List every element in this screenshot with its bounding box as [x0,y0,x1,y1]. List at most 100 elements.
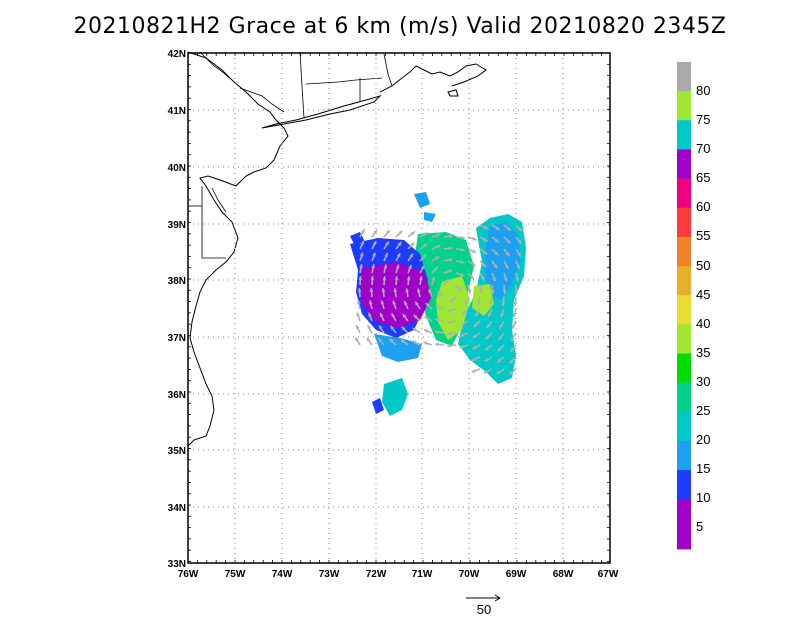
wind-vector-head [383,264,388,269]
wind-vector-head [484,369,489,374]
wind-vector-head [436,233,441,238]
lat-label: 36N [168,390,186,401]
wind-vector-head [457,287,462,292]
reference-vector-label: 50 [477,602,491,617]
wind-vector-head [513,302,518,306]
wind-vector-head [418,276,423,281]
colorbar-swatch [677,440,691,471]
lon-label: 68W [553,569,574,580]
wind-vector-head [368,300,373,305]
wind-vector-head [412,327,417,332]
wind-vector-head [493,264,498,269]
wind-vector-head [470,275,474,280]
lon-label: 75W [225,569,246,580]
wind-vector-head [358,276,363,280]
reference-vector: 50 [466,594,501,617]
wind-vector-head [506,226,511,231]
wind-vector-head [359,264,363,269]
wind-vector-head [400,339,405,344]
wind-vector-head [517,239,522,244]
wind-vector-head [361,229,365,234]
wind-vector-head [423,329,428,333]
wind-vector-head [382,276,387,280]
lat-label: 38N [168,276,186,287]
wind-vector-head [497,347,502,352]
wind-vector-head [408,264,412,269]
wind-vector-head [447,308,452,313]
wind-vector-head [435,305,440,310]
radar-echo [374,334,422,362]
wind-vector-head [435,330,440,335]
wind-vector-head [497,358,502,363]
lon-label: 73W [319,569,340,580]
wind-vector-head [424,316,429,321]
colorbar-swatch [677,120,691,150]
radar-echo [414,192,430,208]
wind-vector-head [500,313,505,318]
coastline [187,51,487,447]
lon-label: 76W [178,569,199,580]
wind-vector-head [431,276,436,281]
wind-vector-head [447,320,452,324]
wind-vector-head [368,312,372,317]
wind-vector-head [447,343,451,348]
wind-vector-head [391,313,396,318]
colorbar-label: 55 [696,228,710,243]
wind-vector-head [515,277,520,282]
wind-vector-head [483,250,488,255]
wind-vector-head [484,346,489,351]
longitude-labels: 76W 75W 74W 73W 72W 71W 70W 69W 68W 67W [178,569,619,580]
wind-vector-head [484,358,489,362]
wind-vector-head [467,289,472,294]
wind-vector-head [472,249,477,253]
wind-vector-head [372,252,376,257]
wind-vector-head [402,313,407,318]
wind-vector-head [370,276,375,280]
wind-vector-head [373,229,378,234]
wind-vector-head [385,230,390,235]
colorbar-label: 15 [696,461,710,476]
wind-vector-head [406,276,411,280]
radar-wind-field [350,192,526,416]
colorbar-label: 25 [696,403,710,418]
state-borders [188,51,393,259]
wind-vector-head [502,290,507,294]
wind-vector-head [471,262,476,266]
colorbar-label: 20 [696,432,710,447]
wind-vector-head [434,266,438,271]
lon-label: 72W [366,569,387,580]
wind-vector-head [428,289,432,293]
radar-echo [424,212,436,222]
wind-vector-head [472,334,477,339]
wind-vector-head [485,335,490,340]
wind-vector-head [464,301,468,305]
colorbar-label: 45 [696,287,710,302]
colorbar-label: 10 [696,490,710,505]
colorbar-label: 65 [696,170,710,185]
arrowhead-icon [494,594,501,602]
wind-vector-head [435,318,440,322]
wind-vector-head [471,369,476,373]
wind-vector-head [460,247,465,252]
wind-vector-head [484,225,489,229]
colorbar-label: 50 [696,258,710,273]
wind-vector-head [475,312,479,317]
wind-vector-head [448,258,453,262]
wind-vector-head [509,370,514,375]
wind-vector-head [420,265,425,270]
wind-vector-head [355,324,360,329]
colorbar [677,62,691,550]
lon-label: 70W [459,569,480,580]
wind-vector-head [489,301,494,306]
lat-label: 33N [168,559,186,570]
wind-vector-head [460,272,465,277]
colorbar-label: 30 [696,374,710,389]
wind-vector-head [355,337,359,342]
wind-vector-head [511,325,516,330]
wind-vector-head [512,313,517,318]
wind-vector-head [472,236,477,241]
wind-vector-head [423,341,428,346]
wind-vector-head [416,288,421,293]
wind-vector-head [488,313,492,318]
